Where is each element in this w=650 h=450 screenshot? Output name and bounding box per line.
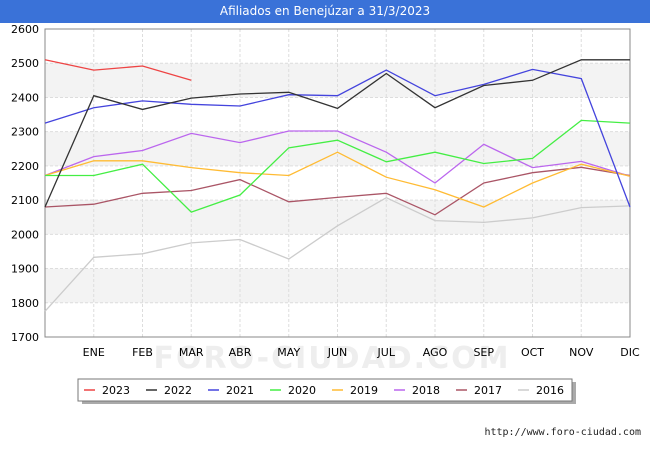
- legend-box: [77, 378, 573, 402]
- plot-frame: [44, 28, 631, 338]
- y-tick-label: 2300: [11, 126, 39, 139]
- x-tick-label: MAR: [179, 346, 204, 359]
- series-line-2016: [44, 196, 631, 312]
- legend-label-2023: 2023: [102, 384, 130, 397]
- y-tick-label: 2200: [11, 160, 39, 173]
- chart-title: Afiliados en Benejúzar a 31/3/2023: [0, 0, 650, 23]
- x-tick-label: ENE: [83, 346, 105, 359]
- legend-label-2019: 2019: [350, 384, 378, 397]
- x-axis: ENE FEB MAR ABR MAY JUN JUL AGO SEP OCT NOV DIC: [83, 346, 640, 359]
- series-line-2019: [44, 151, 631, 208]
- watermark: FORO-CIUDAD.COM: [154, 341, 511, 376]
- x-tick-label: MAY: [277, 346, 300, 359]
- x-tick-label: ABR: [229, 346, 252, 359]
- legend-label-2020: 2020: [288, 384, 316, 397]
- series-lines: [44, 59, 631, 312]
- series-line-2022: [44, 59, 630, 208]
- legend-label-2022: 2022: [164, 384, 192, 397]
- y-tick-label: 2400: [11, 91, 39, 104]
- x-tick-label: DIC: [620, 346, 640, 359]
- y-tick-label: 2100: [11, 194, 39, 207]
- y-tick-label: 1800: [11, 297, 39, 310]
- y-tick-label: 1900: [11, 263, 39, 276]
- x-tick-label: FEB: [132, 346, 153, 359]
- legend: 2023 2022 2021 2020 2019 2018 2017 2016: [77, 378, 576, 404]
- series-line-2018: [44, 130, 631, 184]
- series-line-2017: [44, 166, 631, 216]
- x-tick-label: JUL: [377, 346, 396, 359]
- y-axis: 1700 1800 1900 2000 2100 2200 2300 2400 2500 2600: [11, 23, 39, 344]
- legend-label-2017: 2017: [474, 384, 502, 397]
- footer-url: http://www.foro-ciudad.com: [484, 427, 641, 438]
- x-tick-label: OCT: [521, 346, 544, 359]
- x-tick-label: JUN: [327, 346, 348, 359]
- legend-label-2018: 2018: [412, 384, 440, 397]
- legend-label-2021: 2021: [226, 384, 254, 397]
- x-tick-label: NOV: [569, 346, 594, 359]
- series-line-2021: [44, 68, 631, 208]
- y-tick-label: 1700: [11, 331, 39, 344]
- x-tick-label: SEP: [473, 346, 494, 359]
- y-tick-label: 2500: [11, 57, 39, 70]
- x-tick-label: AGO: [423, 346, 448, 359]
- y-tick-label: 2000: [11, 228, 39, 241]
- y-tick-label: 2600: [11, 23, 39, 36]
- legend-label-2016: 2016: [536, 384, 564, 397]
- line-chart: FORO-CIUDAD.COM 1700 1800 1900 2000 2100 2200…: [11, 23, 640, 404]
- series-line-2020: [45, 119, 631, 213]
- series-line-2023: [44, 59, 192, 81]
